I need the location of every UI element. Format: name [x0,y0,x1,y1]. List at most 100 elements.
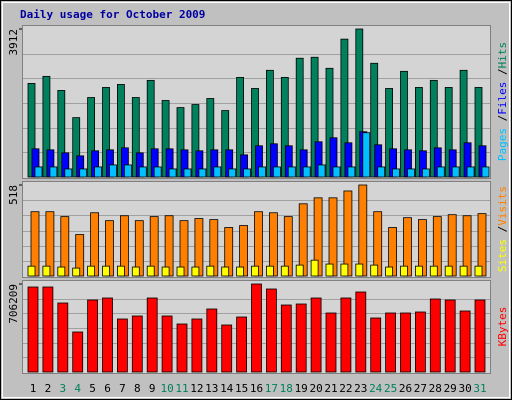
bar [358,184,368,277]
bar [221,110,230,178]
bar [117,318,128,373]
bar [221,324,233,373]
bar [131,315,143,373]
x-tick-label: 31 [473,382,486,395]
bar [131,266,140,277]
bar [325,67,334,178]
bar [236,76,245,178]
bar [265,69,274,178]
bar [459,69,468,178]
bar [146,265,155,277]
bar [87,265,95,277]
bar [421,168,430,178]
bar [49,166,58,178]
bar [355,28,364,178]
x-tick-label: 15 [235,382,248,395]
bar [474,299,486,373]
bar [407,168,415,178]
bar [370,317,382,373]
bar [347,166,356,178]
bar [57,302,69,373]
bar [228,168,237,178]
bar [280,304,292,373]
bar [340,263,349,277]
bar [191,318,203,373]
bar [414,265,423,277]
bar [429,265,438,277]
bar [377,166,386,178]
bar [459,265,468,277]
bar [153,166,162,178]
bar [183,168,192,178]
x-tick-label: 6 [104,382,111,395]
bar [355,291,367,373]
bar [72,117,81,178]
legend: Sites /Visits [496,186,509,272]
bar [265,265,274,277]
x-tick-label: 27 [414,382,427,395]
x-tick-label: 2 [45,382,52,395]
x-tick-label: 21 [324,382,337,395]
bar [109,164,117,178]
bar [198,168,207,178]
bar [191,104,200,178]
legend: Pages /Files /Hits [496,42,509,161]
bar [362,132,371,178]
bar [385,312,397,373]
x-tick-label: 14 [220,382,234,395]
legend-entry: Pages [496,128,509,161]
bar [117,84,125,178]
bar [310,297,322,373]
bar [206,265,215,277]
bar [400,70,408,178]
x-tick-label: 13 [205,382,218,395]
x-tick-label: 25 [384,382,397,395]
bar [102,297,113,373]
bar [117,265,125,277]
bar [332,166,341,178]
bar [444,87,453,178]
bar [191,266,200,277]
bar [206,308,218,373]
x-tick-label: 30 [458,382,471,395]
bar [176,266,185,277]
bar [325,312,337,373]
bar [310,259,319,277]
bar [400,265,408,277]
x-tick-label: 8 [134,382,141,395]
bar [251,283,262,373]
bar [168,168,177,178]
chart-title: Daily usage for October 2009 [20,8,205,21]
bar [258,166,266,178]
bar [474,265,483,277]
x-tick-label: 12 [190,382,203,395]
x-tick-label: 3 [59,382,66,395]
bar [251,265,259,277]
bar [325,263,334,277]
bar [161,266,170,277]
bar [161,100,170,178]
bar [272,166,281,178]
y-tick-label: 706209 [7,284,20,324]
x-tick-label: 16 [250,382,263,395]
legend-entry: Files [496,82,509,115]
bar [280,265,289,277]
bar [236,316,248,373]
bar [79,168,88,178]
bar [64,168,73,178]
x-tick-label: 7 [119,382,126,395]
bar [138,166,147,178]
bar [414,311,426,373]
bar [302,166,311,178]
bar [451,166,460,178]
bar [42,286,54,373]
bar [72,331,84,373]
bar [287,166,296,178]
y-tick-label: 518 [7,185,20,205]
bar [57,90,66,178]
bar [251,88,259,178]
bar [474,87,483,178]
legend-separator: / [496,68,509,75]
